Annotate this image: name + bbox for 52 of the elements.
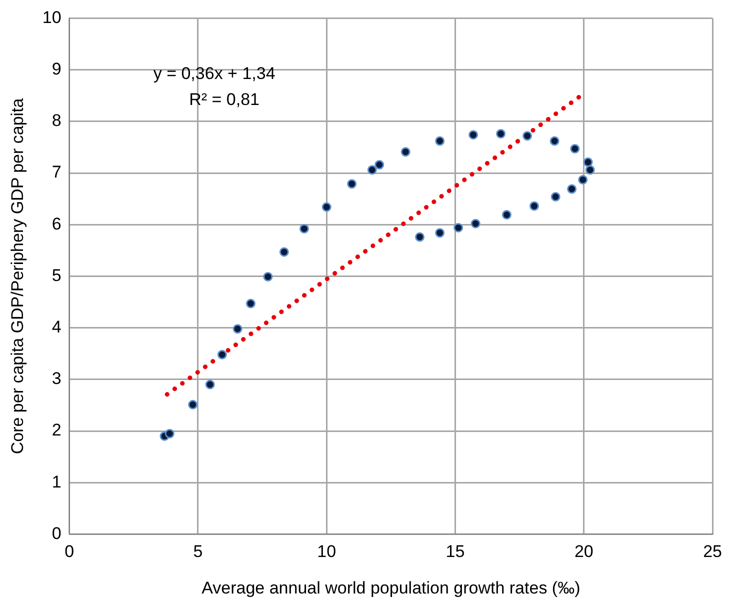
x-tick-label: 15: [446, 542, 465, 562]
point: [578, 174, 588, 184]
point: [263, 272, 273, 282]
y-tick-label: 10: [42, 8, 62, 27]
annotation: R² = 0,81: [189, 90, 260, 109]
point: [468, 130, 478, 140]
point: [529, 201, 539, 211]
y-tick-label: 6: [52, 214, 62, 234]
x-tick-label: 0: [64, 542, 74, 562]
point: [550, 192, 560, 202]
point: [374, 160, 384, 170]
point: [164, 428, 174, 438]
x-tick-label: 25: [703, 542, 722, 562]
point: [585, 165, 595, 175]
point: [454, 222, 464, 232]
y-axis-title: Core per capita GDP/Periphery GDP per capita: [8, 98, 27, 454]
point: [232, 324, 242, 334]
point: [367, 165, 377, 175]
y-tick-label: 5: [52, 266, 62, 285]
point: [414, 232, 424, 242]
point: [347, 179, 357, 189]
point: [322, 202, 332, 212]
point: [435, 228, 445, 238]
point: [470, 218, 480, 228]
y-tick-label: 2: [52, 420, 62, 440]
point: [502, 210, 512, 220]
point: [583, 157, 593, 167]
x-tick-label: 20: [574, 542, 594, 562]
point: [522, 131, 532, 141]
y-tick-label: 8: [52, 111, 62, 130]
y-tick-label: 7: [52, 162, 62, 182]
point: [299, 224, 309, 234]
point: [570, 144, 580, 154]
annotation: y = 0,36x + 1,34: [153, 64, 276, 83]
y-tick-label: 4: [52, 317, 62, 336]
point: [435, 136, 445, 146]
y-tick-label: 1: [52, 472, 62, 492]
point: [279, 247, 289, 257]
point: [400, 147, 410, 157]
point: [188, 400, 198, 410]
x-tick-label: 10: [317, 542, 336, 562]
point: [205, 380, 215, 390]
y-tick-label: 3: [52, 369, 62, 388]
point: [550, 136, 560, 146]
y-tick-label: 0: [52, 524, 62, 543]
x-tick-label: 5: [193, 542, 203, 562]
y-tick-label: 9: [52, 59, 62, 78]
x-axis-title: Average annual world population growth rates (‰): [202, 578, 580, 598]
point: [217, 350, 227, 360]
point: [246, 298, 256, 308]
point: [496, 129, 506, 139]
point: [567, 184, 577, 194]
